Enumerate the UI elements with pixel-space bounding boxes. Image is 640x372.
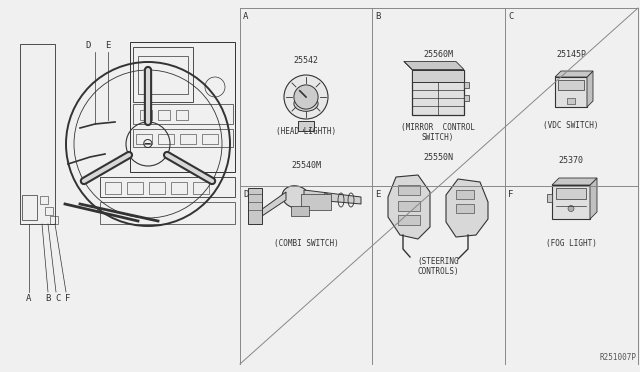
- Bar: [398, 201, 420, 211]
- Polygon shape: [552, 178, 597, 185]
- Bar: [558, 80, 584, 90]
- Bar: [100, 202, 235, 224]
- Bar: [547, 194, 552, 202]
- Bar: [193, 182, 209, 194]
- Bar: [398, 215, 420, 225]
- Text: F: F: [65, 294, 70, 303]
- Text: 25550N: 25550N: [423, 153, 453, 162]
- Text: B: B: [375, 12, 380, 21]
- Text: (VDC SWITCH): (VDC SWITCH): [543, 121, 599, 130]
- Text: (HEAD LIGHTH): (HEAD LIGHTH): [276, 127, 336, 136]
- Text: (STEERING
CONTROLS): (STEERING CONTROLS): [417, 257, 459, 276]
- Text: D: D: [243, 190, 248, 199]
- Bar: [456, 190, 474, 199]
- Polygon shape: [590, 178, 597, 219]
- Text: ⊖: ⊖: [142, 137, 154, 151]
- Text: 25370: 25370: [559, 156, 584, 165]
- Circle shape: [568, 205, 574, 212]
- Ellipse shape: [294, 96, 318, 111]
- Text: F: F: [508, 190, 513, 199]
- Bar: [149, 182, 165, 194]
- Bar: [105, 182, 121, 194]
- Text: D: D: [85, 41, 91, 50]
- Text: E: E: [106, 41, 111, 50]
- Bar: [50, 216, 58, 224]
- Text: C: C: [55, 294, 61, 303]
- Bar: [140, 110, 152, 120]
- Polygon shape: [404, 61, 464, 70]
- Bar: [202, 134, 218, 144]
- Bar: [22, 195, 37, 220]
- Text: A: A: [243, 12, 248, 21]
- Bar: [556, 188, 586, 199]
- Text: R251007P: R251007P: [599, 353, 636, 362]
- Circle shape: [294, 85, 318, 109]
- Text: (FOG LIGHT): (FOG LIGHT): [545, 239, 596, 248]
- Text: C: C: [508, 12, 513, 21]
- Bar: [133, 47, 193, 102]
- Bar: [180, 134, 196, 144]
- Bar: [412, 70, 464, 115]
- Bar: [176, 110, 188, 120]
- Polygon shape: [256, 192, 286, 220]
- Text: 25145P: 25145P: [556, 50, 586, 59]
- Bar: [555, 77, 587, 107]
- Bar: [301, 194, 331, 210]
- Text: A: A: [26, 294, 32, 303]
- Bar: [464, 81, 469, 87]
- Text: 25560M: 25560M: [423, 50, 453, 59]
- Bar: [464, 95, 469, 101]
- Polygon shape: [555, 71, 593, 77]
- Bar: [40, 196, 48, 204]
- Text: E: E: [375, 190, 380, 199]
- Bar: [456, 204, 474, 213]
- Bar: [100, 177, 235, 197]
- Text: (MIRROR  CONTROL
SWITCH): (MIRROR CONTROL SWITCH): [401, 123, 475, 142]
- Polygon shape: [446, 179, 488, 237]
- Bar: [171, 182, 187, 194]
- Bar: [138, 56, 188, 94]
- Text: 25542: 25542: [294, 56, 319, 65]
- Bar: [136, 134, 152, 144]
- Bar: [291, 206, 309, 216]
- Bar: [20, 44, 55, 224]
- Bar: [298, 121, 314, 131]
- Bar: [412, 70, 464, 81]
- Text: 25540M: 25540M: [291, 161, 321, 170]
- Polygon shape: [304, 190, 361, 204]
- Bar: [398, 185, 420, 195]
- Bar: [127, 182, 143, 194]
- Bar: [158, 134, 174, 144]
- Polygon shape: [388, 175, 430, 239]
- Bar: [552, 185, 590, 219]
- Polygon shape: [587, 71, 593, 107]
- Bar: [133, 104, 233, 124]
- Bar: [130, 42, 235, 172]
- Bar: [248, 188, 262, 224]
- Bar: [45, 207, 53, 215]
- Bar: [133, 129, 233, 147]
- Ellipse shape: [282, 186, 310, 208]
- Bar: [158, 110, 170, 120]
- Text: B: B: [45, 294, 51, 303]
- Bar: [567, 98, 575, 104]
- Circle shape: [284, 75, 328, 119]
- Text: (COMBI SWITCH): (COMBI SWITCH): [274, 239, 339, 248]
